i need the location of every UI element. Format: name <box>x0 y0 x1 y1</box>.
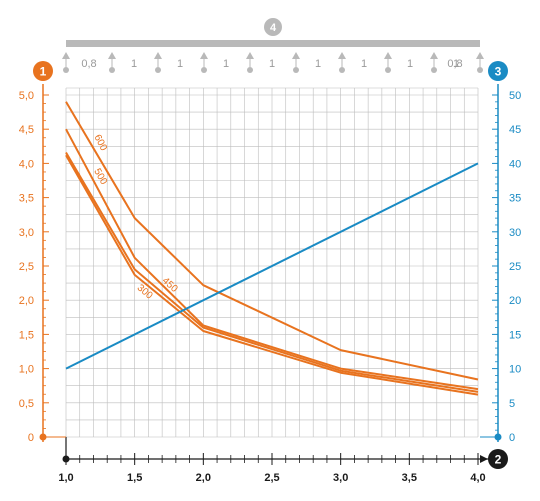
badge-right-label: 3 <box>495 65 502 79</box>
grid-lines <box>65 87 479 438</box>
bottom-axis-tick-label: 4,0 <box>470 472 485 484</box>
right-axis-tick-label: 45 <box>509 124 521 136</box>
right-axis-tick-label: 50 <box>509 90 521 102</box>
bottom-axis-tick-label: 1,0 <box>58 472 73 484</box>
support-triangle <box>200 52 208 59</box>
bottom-axis-tick-label: 3,0 <box>333 472 348 484</box>
support-spacing-label: 0,8 <box>447 58 462 70</box>
right-axis-tick-label: 30 <box>509 227 521 239</box>
support-dot <box>339 67 345 73</box>
badge-bottom-label: 2 <box>495 453 502 467</box>
bottom-axis-arrow <box>480 455 488 463</box>
support-dot <box>63 67 69 73</box>
support-triangle <box>246 52 254 59</box>
support-spacing-label: 1 <box>407 58 413 70</box>
right-axis-tick-label: 10 <box>509 364 521 376</box>
series-lines <box>65 101 479 396</box>
right-axis-tick-label: 40 <box>509 158 521 170</box>
support-spacing-label: 1 <box>223 58 229 70</box>
support-dot <box>247 67 253 73</box>
support-dot <box>431 67 437 73</box>
left-axis-tick-label: 3,5 <box>19 193 34 205</box>
support-spacing-label: 1 <box>315 58 321 70</box>
support-dot <box>385 67 391 73</box>
beam-bar <box>66 40 480 47</box>
right-axis-tick-label: 0 <box>509 432 515 444</box>
left-axis-tick-label: 3,0 <box>19 227 34 239</box>
support-triangle <box>476 52 484 59</box>
series-line-450 <box>65 151 479 393</box>
badge-left-label: 1 <box>40 65 47 79</box>
support-triangle <box>292 52 300 59</box>
series-label-300: 300 <box>135 283 155 302</box>
left-axis-tick-label: 0,5 <box>19 398 34 410</box>
left-axis-tick-label: 2,5 <box>19 261 34 273</box>
axis-ticks: 0 0,5 1,0 1,5 2,0 2,5 3,0 3,5 4,0 4,5 5,0 0 5 10 15 20 2… <box>19 90 522 484</box>
support-triangle <box>338 52 346 59</box>
support-spacing-label: 1 <box>269 58 275 70</box>
left-axis-tick-label: 1,5 <box>19 329 34 341</box>
support-dot <box>293 67 299 73</box>
series-line-500 <box>65 128 479 391</box>
bottom-axis-tick-label: 3,5 <box>402 472 417 484</box>
left-axis-tick-label: 0 <box>28 432 34 444</box>
support-markers <box>62 52 484 73</box>
right-axis-tick-label: 35 <box>509 193 521 205</box>
support-dot <box>477 67 483 73</box>
left-axis-tick-label: 4,0 <box>19 158 34 170</box>
right-axis-tick-label: 25 <box>509 261 521 273</box>
left-axis-tick-label: 5,0 <box>19 90 34 102</box>
badge-left <box>33 61 53 81</box>
support-triangle <box>108 52 116 59</box>
support-spacing-label: 1 <box>177 58 183 70</box>
support-triangle <box>154 52 162 59</box>
left-axis-tick-label: 2,0 <box>19 295 34 307</box>
bottom-axis-tick-label: 2,0 <box>196 472 211 484</box>
support-spacing-label: 0,8 <box>81 58 96 70</box>
support-spacing-label: 1 <box>453 58 459 70</box>
support-dot <box>155 67 161 73</box>
series-line-right-axis <box>65 162 479 370</box>
support-spacing-labels: 0,8 1 1 1 1 1 1 1 10,8 <box>81 58 462 70</box>
badge-top <box>264 18 282 36</box>
support-dot <box>201 67 207 73</box>
right-axis-tick-label: 15 <box>509 329 521 341</box>
series-line-600 <box>65 101 479 381</box>
left-axis-tick-label: 4,5 <box>19 124 34 136</box>
support-spacing-label: 1 <box>361 58 367 70</box>
left-axis-tick-label: 1,0 <box>19 364 34 376</box>
badge-right <box>488 61 508 81</box>
support-spacing-label: 1 <box>131 58 137 70</box>
bottom-axis-tick-label: 1,5 <box>127 472 142 484</box>
bottom-axis-tick-label: 2,5 <box>264 472 279 484</box>
support-triangle <box>430 52 438 59</box>
right-axis-tick-label: 5 <box>509 398 515 410</box>
series-line-300 <box>65 154 479 396</box>
badge-top-label: 4 <box>270 22 277 34</box>
support-triangle <box>384 52 392 59</box>
badge-bottom <box>488 449 508 469</box>
support-dot <box>109 67 115 73</box>
support-triangle <box>62 52 70 59</box>
beam-diagram: 0,8 1 1 1 1 1 1 1 10,8 4 <box>62 18 484 73</box>
right-axis-tick-label: 20 <box>509 295 521 307</box>
